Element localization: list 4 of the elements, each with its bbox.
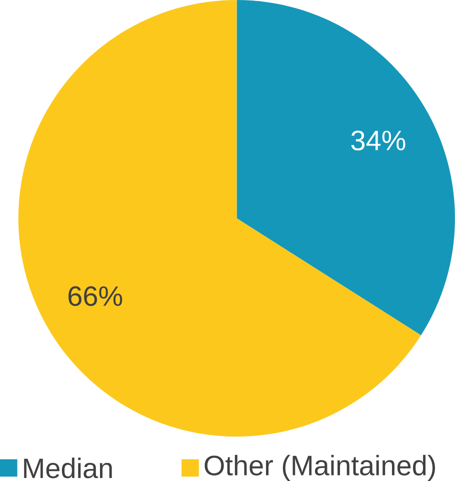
legend-label: Other (Maintained) xyxy=(204,454,435,481)
data-label: 34% xyxy=(351,130,406,150)
legend-label: Median xyxy=(24,458,112,478)
data-label: 66% xyxy=(68,286,122,306)
